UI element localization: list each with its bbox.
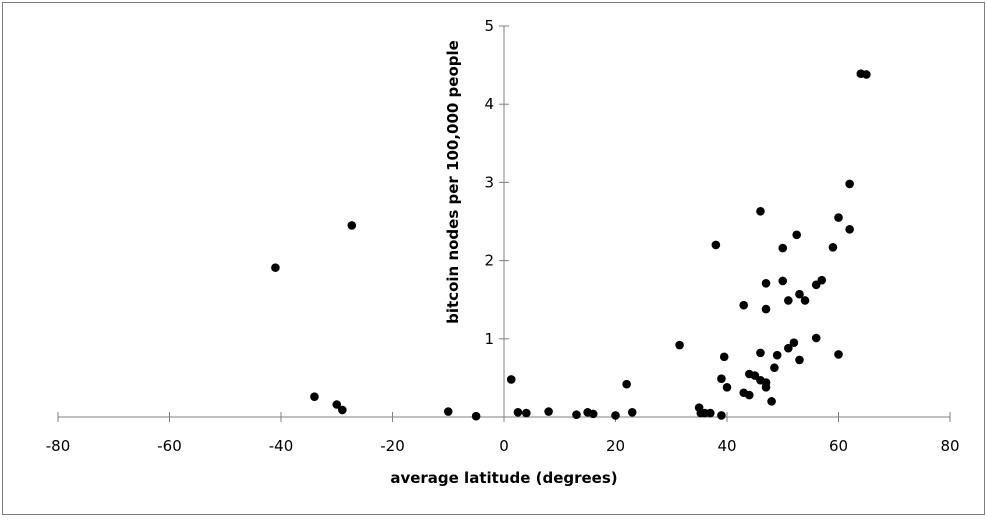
x-tick-label: 60 xyxy=(829,437,848,455)
data-point xyxy=(471,411,481,421)
x-axis-title: average latitude (degrees) xyxy=(390,469,617,487)
data-point xyxy=(745,390,754,400)
data-point xyxy=(711,240,721,250)
x-tick-label: -40 xyxy=(269,437,294,455)
data-point xyxy=(761,304,771,314)
tick-labels: -80 -60 -40 -20 0 20 40 60 80 1 2 3 4 5 xyxy=(46,17,960,455)
data-point xyxy=(795,355,804,365)
data-point xyxy=(862,70,871,79)
y-tick-label: 1 xyxy=(484,330,494,348)
y-tick-label: 5 xyxy=(484,17,494,35)
data-point xyxy=(792,230,801,240)
data-point xyxy=(347,221,357,230)
data-point xyxy=(739,300,749,310)
data-point xyxy=(443,407,453,416)
data-point xyxy=(770,363,779,373)
data-point xyxy=(800,296,810,305)
data-point xyxy=(705,408,715,418)
data-point xyxy=(789,338,799,348)
data-point xyxy=(719,352,729,362)
data-point xyxy=(784,296,793,305)
data-point xyxy=(795,289,804,299)
data-point xyxy=(834,350,843,359)
data-point xyxy=(817,275,827,285)
data-point xyxy=(332,400,342,409)
x-tick-label: 80 xyxy=(940,437,959,455)
data-point xyxy=(717,411,726,420)
x-tick-label: 0 xyxy=(499,437,509,455)
chart-border xyxy=(2,2,985,515)
data-point xyxy=(828,243,838,252)
data-point xyxy=(717,374,726,383)
data-point xyxy=(675,340,684,350)
data-point xyxy=(845,225,854,234)
x-tick-label: 20 xyxy=(606,437,625,455)
data-points xyxy=(271,69,871,421)
x-tick-label: -80 xyxy=(46,437,71,455)
data-point xyxy=(834,213,843,222)
data-point xyxy=(811,333,821,343)
data-point xyxy=(778,243,788,253)
y-tick-label: 2 xyxy=(484,252,494,270)
data-point xyxy=(522,408,531,418)
data-point xyxy=(611,411,620,420)
data-point xyxy=(513,408,523,417)
data-point xyxy=(767,397,776,406)
data-point xyxy=(622,379,631,389)
data-point xyxy=(761,382,771,392)
data-point xyxy=(588,409,598,419)
axes xyxy=(57,25,951,422)
data-point xyxy=(544,407,553,416)
data-point xyxy=(778,276,788,286)
data-point xyxy=(271,263,280,272)
y-tick-label: 3 xyxy=(484,173,494,191)
data-point xyxy=(310,392,319,401)
data-point xyxy=(756,348,765,358)
x-tick-label: -60 xyxy=(157,437,182,455)
data-point xyxy=(772,350,782,360)
data-point xyxy=(722,382,732,392)
y-tick-label: 4 xyxy=(484,95,494,113)
x-tick-label: -20 xyxy=(380,437,405,455)
data-point xyxy=(845,179,854,189)
data-point xyxy=(338,405,347,415)
y-axis-title: bitcoin nodes per 100,000 people xyxy=(444,40,462,324)
data-point xyxy=(506,375,516,384)
data-point xyxy=(572,410,581,419)
data-point xyxy=(756,207,765,216)
x-tick-label: 40 xyxy=(717,437,736,455)
data-point xyxy=(784,343,793,353)
data-point xyxy=(761,278,771,288)
data-point xyxy=(627,408,637,417)
